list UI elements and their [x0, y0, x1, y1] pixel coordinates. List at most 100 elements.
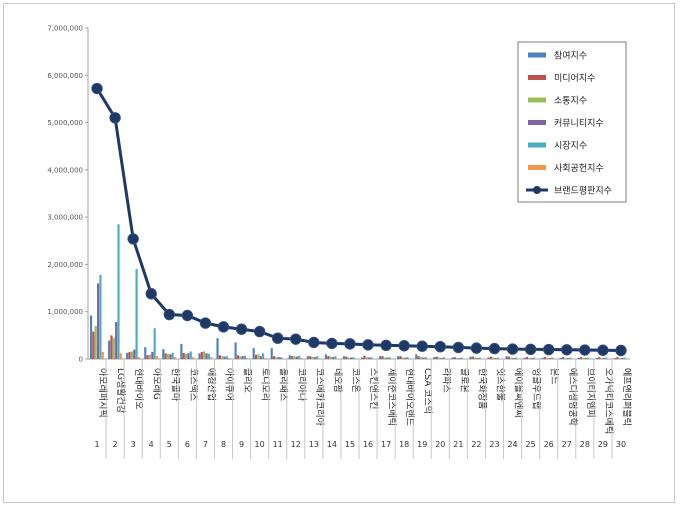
bar	[471, 356, 474, 359]
bar	[293, 356, 296, 359]
bar	[146, 355, 149, 359]
bar	[623, 357, 626, 359]
x-category-label: 코스맥스	[187, 368, 198, 401]
bar	[89, 315, 93, 359]
line-point	[506, 343, 519, 355]
bar	[313, 357, 316, 359]
legend-entry: 참여지수	[554, 50, 587, 62]
x-category-label: 아모레G	[151, 368, 162, 400]
bar	[273, 356, 276, 359]
x-category-label: 클리오	[242, 368, 253, 393]
y-tick-label: 6,000,000	[47, 72, 83, 80]
bar	[316, 356, 319, 359]
x-category-number: 1	[94, 440, 99, 449]
bar	[187, 353, 190, 359]
line-point	[199, 317, 212, 329]
bar	[469, 356, 472, 359]
bar	[94, 325, 97, 359]
x-category-number: 24	[507, 440, 517, 449]
x-category-number: 7	[203, 440, 208, 449]
bar	[512, 358, 515, 359]
legend-swatch	[528, 52, 546, 58]
legend-entry: 소통지수	[554, 96, 587, 107]
bar	[298, 355, 301, 359]
bar	[126, 352, 129, 359]
x-category-label: 코스온	[350, 368, 361, 393]
bar	[494, 358, 497, 359]
legend-swatch	[528, 75, 546, 80]
line-point	[470, 342, 483, 354]
x-category-number: 2	[113, 440, 118, 449]
bar	[243, 355, 247, 359]
x-category-number: 30	[616, 440, 626, 449]
bar	[171, 352, 174, 359]
bar	[205, 353, 208, 359]
bar	[259, 356, 262, 359]
y-tick-label: 2,000,000	[47, 261, 83, 269]
bar	[487, 357, 490, 359]
x-category-number: 10	[255, 440, 265, 449]
bar	[352, 357, 355, 359]
x-category-label: 라파스	[440, 368, 451, 393]
bar	[489, 356, 492, 359]
bar	[275, 357, 278, 359]
bar	[291, 356, 294, 359]
bar	[476, 358, 479, 359]
x-category-number: 11	[273, 440, 283, 449]
legend-swatch	[528, 165, 546, 170]
bar	[311, 357, 314, 359]
line-point	[452, 341, 465, 354]
bar	[397, 356, 400, 359]
x-category-number: 16	[363, 440, 373, 449]
bar	[582, 358, 585, 359]
x-category-number: 28	[580, 440, 590, 449]
bar	[562, 357, 565, 359]
line-point	[181, 309, 194, 322]
bar	[569, 357, 572, 359]
bar	[564, 358, 567, 359]
x-category-number: 27	[562, 440, 572, 449]
x-category-number: 25	[526, 440, 536, 449]
bar	[345, 356, 348, 359]
line-point	[398, 340, 410, 352]
line-point	[326, 337, 338, 350]
bar	[381, 356, 384, 359]
bar	[559, 358, 562, 359]
legend-entry: 미디어지수	[554, 73, 595, 84]
bar	[119, 353, 122, 359]
bar	[530, 358, 533, 359]
bar	[419, 357, 423, 359]
x-category-number: 26	[544, 440, 554, 449]
line-point	[290, 333, 302, 345]
bar	[254, 354, 258, 359]
bar	[92, 331, 95, 359]
x-category-number: 17	[381, 440, 391, 449]
x-category-label: 에프앤리퍼블릭	[621, 368, 633, 426]
bar	[192, 357, 195, 359]
bar	[546, 358, 549, 359]
bar	[595, 358, 599, 359]
bar	[115, 322, 118, 359]
bar	[433, 357, 436, 359]
bar	[257, 354, 260, 359]
bar	[349, 357, 353, 359]
bar	[577, 357, 580, 359]
x-category-number: 9	[239, 440, 244, 449]
x-category-number: 8	[221, 440, 226, 449]
y-tick-label: 5,000,000	[47, 119, 83, 127]
bar	[252, 348, 255, 359]
bar	[401, 357, 404, 359]
bar	[551, 357, 554, 359]
bar	[435, 356, 438, 359]
bar	[453, 357, 456, 359]
bar	[363, 355, 366, 359]
bar	[101, 351, 104, 359]
legend-entry: 브랜드평판지수	[554, 186, 612, 197]
line-point	[579, 344, 591, 356]
bar	[200, 351, 203, 359]
bar	[528, 358, 531, 359]
line-point	[362, 339, 374, 351]
bar	[133, 349, 136, 359]
bar	[566, 358, 569, 359]
brand-reputation-chart: 0 1,000,000 2,000,000 3,000,000 4,000,000 5,0…	[47, 25, 633, 459]
